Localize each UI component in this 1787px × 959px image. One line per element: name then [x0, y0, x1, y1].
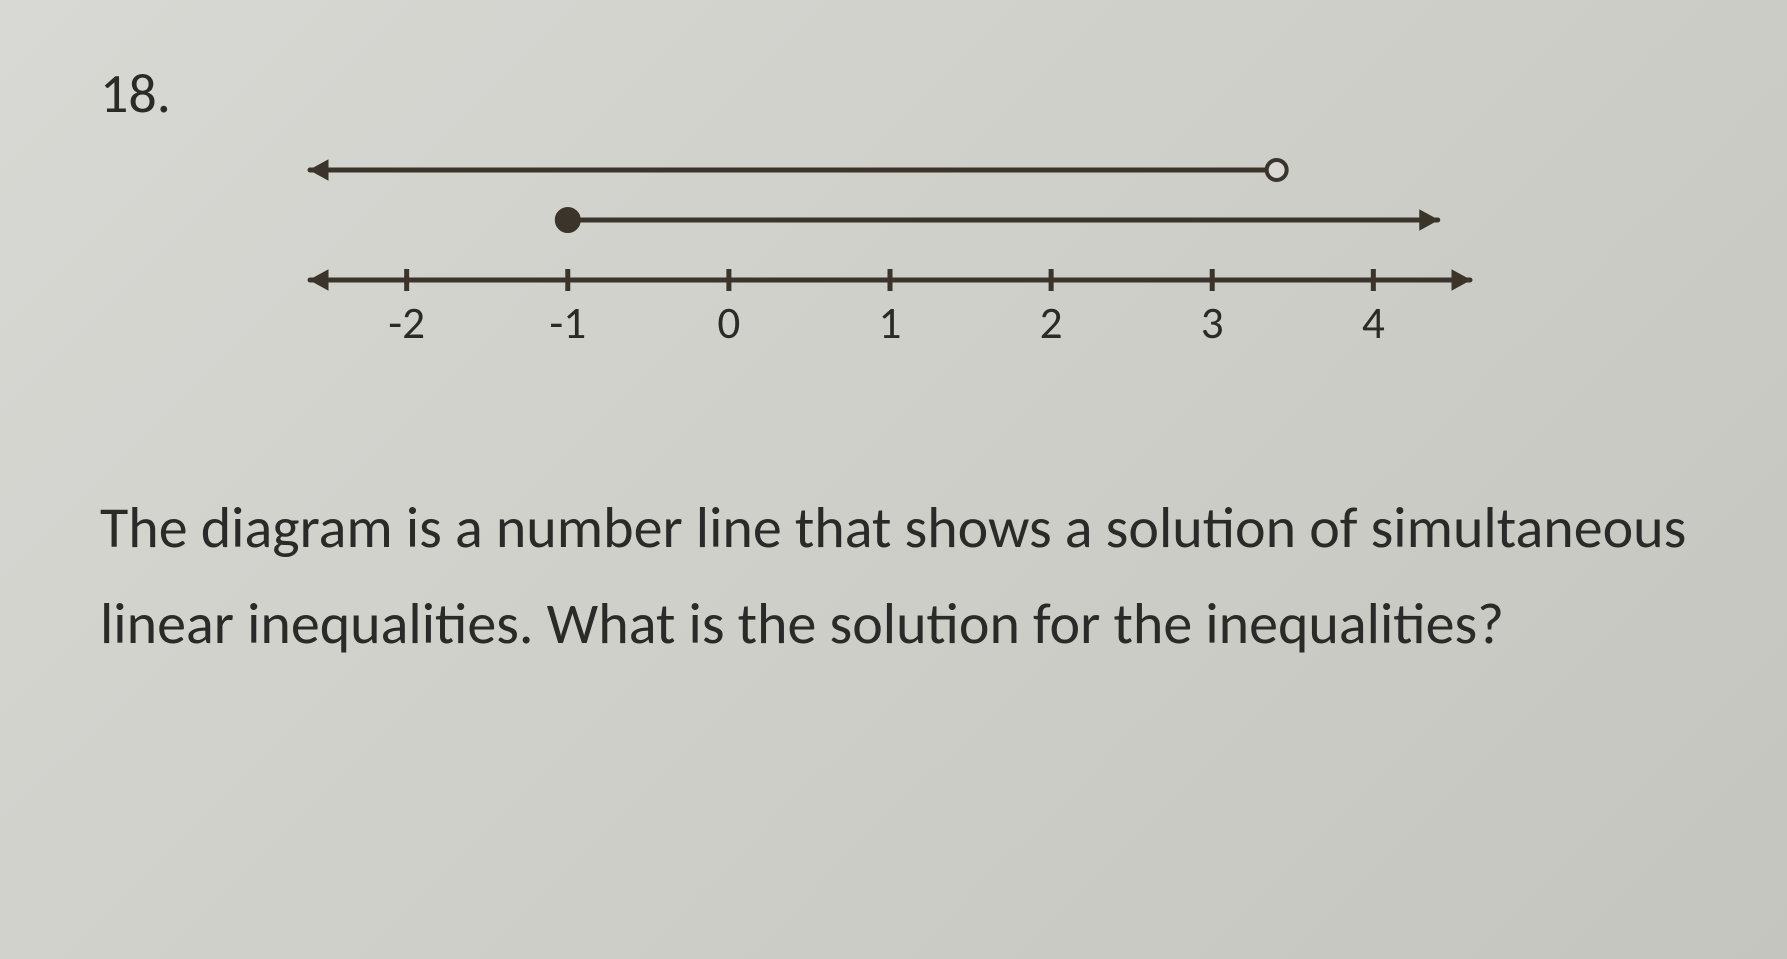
number-line-svg: -2 -1 0 1 2 3 4 — [290, 90, 1490, 390]
axis-tick-label: 4 — [1362, 296, 1385, 351]
axis-tick-label: 2 — [1040, 296, 1063, 351]
inequality-upper-endpoint — [1267, 160, 1287, 180]
axis-tick-label: 0 — [717, 296, 740, 351]
number-line-diagram: -2 -1 0 1 2 3 4 — [290, 90, 1490, 390]
question-number: 18. — [100, 60, 171, 128]
worksheet-page: 18. -2 -1 0 1 2 3 4 The diagram is a number li… — [0, 0, 1787, 959]
axis-tick-label: -2 — [388, 296, 425, 351]
axis-tick-label: -1 — [549, 296, 586, 351]
inequality-lower-endpoint — [557, 209, 579, 231]
question-prompt: The diagram is a number line that shows … — [100, 480, 1707, 671]
axis-tick-label: 3 — [1201, 296, 1224, 351]
axis-tick-label: 1 — [879, 296, 902, 351]
